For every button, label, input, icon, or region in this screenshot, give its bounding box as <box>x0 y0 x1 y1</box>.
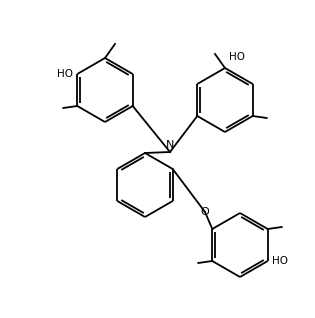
Text: O: O <box>201 207 209 217</box>
Text: N: N <box>166 140 174 150</box>
Text: HO: HO <box>272 256 288 266</box>
Text: HO: HO <box>229 52 245 62</box>
Text: HO: HO <box>57 69 73 79</box>
